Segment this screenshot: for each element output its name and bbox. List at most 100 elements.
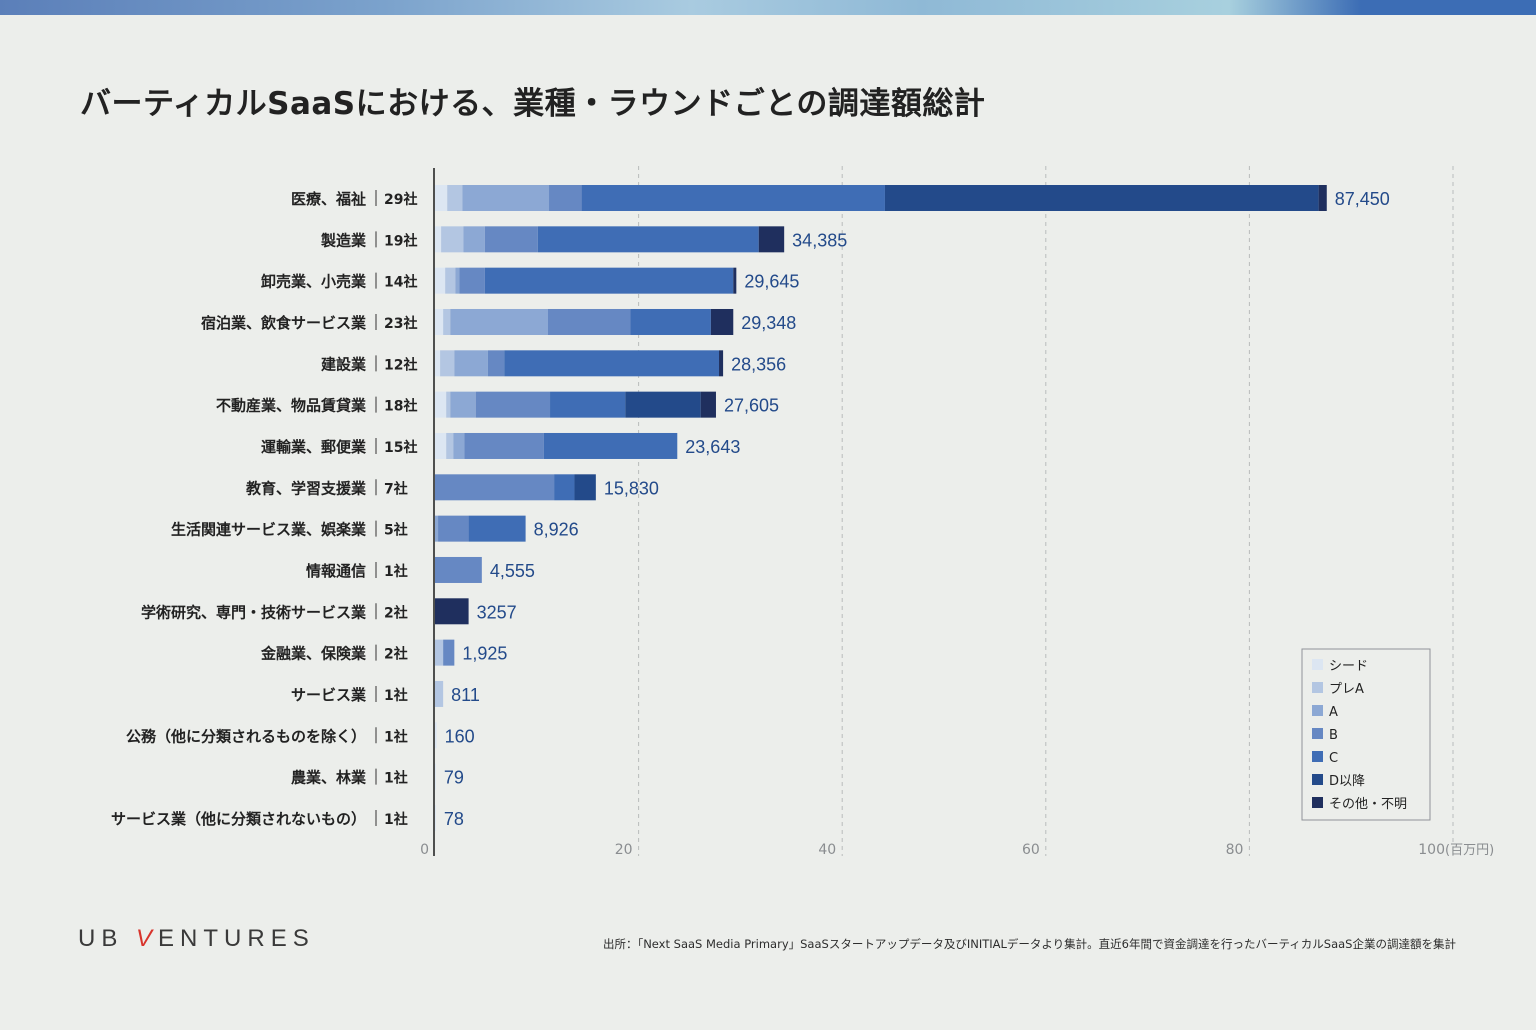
category-label: 不動産業、物品賃貸業 bbox=[216, 397, 367, 415]
bar-segment bbox=[550, 391, 626, 418]
company-count: 12社 bbox=[384, 356, 417, 373]
legend-swatch bbox=[1312, 797, 1323, 808]
bar-segment bbox=[435, 391, 447, 418]
company-count: 15社 bbox=[384, 439, 417, 456]
legend-label: B bbox=[1329, 728, 1338, 743]
legend-box bbox=[1301, 648, 1431, 821]
category-label: サービス業（他に分類されないもの） bbox=[111, 810, 366, 828]
legend-label: プレA bbox=[1329, 682, 1364, 697]
bar-segment bbox=[549, 185, 582, 211]
company-count: 1社 bbox=[384, 563, 408, 580]
bar-segment bbox=[454, 350, 488, 377]
total-value-label: 15,830 bbox=[604, 478, 659, 498]
legend-label: A bbox=[1329, 705, 1338, 720]
total-value-label: 27,605 bbox=[724, 396, 779, 416]
legend-label: C bbox=[1329, 751, 1338, 766]
company-count: 1社 bbox=[384, 770, 408, 787]
logo-suffix: ENTURES bbox=[158, 925, 315, 952]
bar-segment bbox=[719, 350, 724, 377]
total-value-label: 29,348 bbox=[741, 313, 796, 333]
total-value-label: 3257 bbox=[477, 602, 517, 622]
bar-segment bbox=[453, 432, 465, 459]
bar-segment bbox=[464, 432, 544, 459]
bar-segment bbox=[625, 391, 701, 418]
company-count: 1社 bbox=[384, 728, 408, 745]
bar-segment bbox=[443, 308, 451, 335]
bar-segment bbox=[468, 515, 526, 542]
bar-segment bbox=[574, 474, 596, 501]
x-tick-label: 60 bbox=[1022, 842, 1040, 858]
x-tick-label: 100 bbox=[1418, 842, 1445, 858]
x-tick-label: 40 bbox=[818, 842, 836, 858]
x-unit-label: (百万円) bbox=[1445, 843, 1494, 858]
bar-segment bbox=[435, 722, 437, 749]
bar-segment bbox=[435, 639, 444, 666]
category-label: 建設業 bbox=[321, 355, 367, 373]
legend-label: その他・不明 bbox=[1329, 797, 1407, 812]
bar-segment bbox=[435, 515, 439, 542]
bar-segment bbox=[462, 185, 550, 211]
bar-segment bbox=[435, 556, 482, 583]
company-count: 7社 bbox=[384, 480, 408, 497]
total-value-label: 78 bbox=[444, 809, 464, 829]
bar-segment bbox=[435, 763, 436, 790]
bar-segment bbox=[554, 474, 575, 501]
bar-segment bbox=[450, 308, 548, 335]
bar-segment bbox=[435, 185, 448, 211]
bar-segment bbox=[1318, 185, 1327, 211]
bar-segment bbox=[537, 226, 759, 253]
bar-segment bbox=[435, 598, 469, 625]
company-count: 2社 bbox=[384, 646, 408, 663]
bar-segment bbox=[446, 432, 454, 459]
company-count: 1社 bbox=[384, 687, 408, 704]
total-value-label: 8,926 bbox=[534, 520, 579, 540]
legend-swatch bbox=[1312, 705, 1323, 716]
ub-ventures-logo: UB VENTURES bbox=[78, 925, 315, 953]
company-count: 2社 bbox=[384, 604, 408, 621]
bar-segment bbox=[435, 226, 442, 253]
logo-prefix: UB bbox=[78, 925, 137, 952]
bar-segment bbox=[435, 804, 436, 831]
category-label: 運輸業、郵便業 bbox=[261, 438, 367, 456]
total-value-label: 87,450 bbox=[1335, 189, 1390, 209]
x-tick-label: 80 bbox=[1226, 842, 1244, 858]
legend-swatch bbox=[1312, 751, 1323, 762]
company-count: 5社 bbox=[384, 522, 408, 539]
total-value-label: 1,925 bbox=[462, 644, 507, 664]
logo-accent: V bbox=[136, 925, 159, 952]
category-label: 卸売業、小売業 bbox=[261, 273, 367, 291]
category-label: 製造業 bbox=[320, 231, 367, 249]
category-label: 教育、学習支援業 bbox=[245, 479, 367, 497]
total-value-label: 4,555 bbox=[490, 561, 535, 581]
bar-segment bbox=[455, 267, 460, 294]
source-note: 出所：「Next SaaS Media Primary」SaaSスタートアップデ… bbox=[602, 937, 1456, 951]
bar-segment bbox=[438, 515, 469, 542]
legend-swatch bbox=[1312, 659, 1323, 670]
category-label: サービス業 bbox=[291, 686, 367, 704]
legend-swatch bbox=[1312, 774, 1323, 785]
company-count: 23社 bbox=[384, 315, 417, 332]
bar-segment bbox=[446, 391, 451, 418]
category-label: 金融業、保険業 bbox=[260, 645, 367, 663]
bar-segment bbox=[440, 350, 455, 377]
bar-segment bbox=[543, 432, 678, 459]
bar-segment bbox=[435, 680, 444, 707]
bar-segment bbox=[475, 391, 551, 418]
total-value-label: 23,643 bbox=[685, 437, 740, 457]
category-label: 農業、林業 bbox=[291, 769, 367, 787]
category-label: 医療、福祉 bbox=[291, 190, 366, 208]
bar-segment bbox=[884, 185, 1319, 211]
bar-segment bbox=[484, 226, 538, 253]
bar-segment bbox=[547, 308, 631, 335]
chart-title: バーティカルSaaSにおける、業種・ラウンドごとの調達額総計 bbox=[80, 86, 986, 122]
company-count: 19社 bbox=[384, 232, 417, 249]
bar-segment bbox=[459, 267, 485, 294]
bar-segment bbox=[435, 267, 446, 294]
bar-segment bbox=[447, 185, 463, 211]
bar-segment bbox=[435, 474, 555, 501]
bar-segment bbox=[443, 639, 455, 666]
total-value-label: 29,645 bbox=[744, 272, 799, 292]
bar-segment bbox=[710, 308, 734, 335]
bar-segment bbox=[733, 267, 737, 294]
